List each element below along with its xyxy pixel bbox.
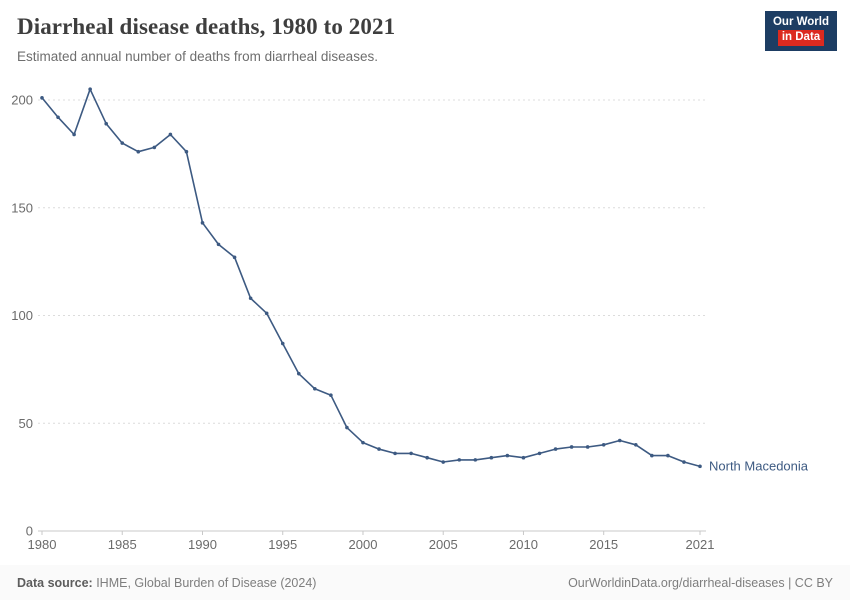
data-source-label: Data source:	[17, 575, 93, 590]
data-point[interactable]	[666, 453, 670, 458]
x-tick-label: 1990	[188, 537, 217, 552]
data-point[interactable]	[409, 451, 413, 456]
data-point[interactable]	[601, 443, 606, 447]
data-point[interactable]	[650, 453, 654, 458]
chart-footer: Data source: IHME, Global Burden of Dise…	[0, 565, 850, 600]
data-point[interactable]	[345, 425, 349, 430]
data-point[interactable]	[377, 447, 381, 451]
x-tick-label: 2000	[349, 537, 378, 552]
owid-logo[interactable]: Our World in Data	[765, 11, 837, 51]
data-source: Data source: IHME, Global Burden of Dise…	[17, 576, 316, 590]
series-line[interactable]	[41, 88, 701, 468]
data-point[interactable]	[280, 341, 285, 346]
x-tick-label: 2021	[686, 537, 715, 552]
data-point[interactable]	[553, 447, 558, 451]
data-point[interactable]	[184, 149, 189, 154]
data-point[interactable]	[505, 453, 510, 458]
x-tick-label: 2015	[589, 537, 618, 552]
data-point[interactable]	[585, 445, 590, 449]
data-point[interactable]	[425, 455, 429, 460]
chart-title: Diarrheal disease deaths, 1980 to 2021	[17, 14, 396, 39]
y-tick-label: 50	[19, 416, 33, 431]
x-tick-label: 1995	[268, 537, 297, 552]
data-point[interactable]	[296, 371, 301, 376]
data-point[interactable]	[72, 132, 76, 137]
chart-header: Diarrheal disease deaths, 1980 to 2021 E…	[0, 0, 850, 66]
data-point[interactable]	[248, 296, 253, 301]
data-point[interactable]	[393, 451, 397, 456]
data-source-text: IHME, Global Burden of Disease (2024)	[92, 575, 317, 590]
data-point[interactable]	[521, 455, 526, 460]
chart-subtitle: Estimated annual number of deaths from d…	[17, 49, 378, 65]
data-point[interactable]	[88, 87, 92, 92]
data-point[interactable]	[104, 121, 108, 126]
y-tick-label: 0	[26, 524, 33, 539]
entity-label[interactable]: North Macedonia	[709, 458, 809, 473]
data-point[interactable]	[40, 96, 44, 100]
data-point[interactable]	[120, 141, 125, 145]
data-point[interactable]	[698, 464, 702, 469]
x-tick-label: 2010	[509, 537, 538, 552]
data-point[interactable]	[441, 460, 446, 464]
data-point[interactable]	[329, 393, 333, 398]
data-point[interactable]	[682, 460, 686, 464]
data-point[interactable]	[361, 440, 365, 445]
data-point[interactable]	[634, 443, 638, 447]
y-tick-label: 150	[11, 200, 33, 215]
data-point[interactable]	[473, 458, 478, 462]
owid-logo-line1: Our World	[772, 16, 829, 29]
line-chart[interactable]: 0 50 100 150 200 1980 1985 1990 1995 2000 2005 2010…	[0, 80, 850, 562]
data-point[interactable]	[216, 242, 221, 247]
data-point[interactable]	[569, 445, 574, 449]
data-point[interactable]	[264, 311, 269, 316]
data-point[interactable]	[313, 386, 317, 391]
y-tick-label: 200	[11, 93, 33, 108]
data-point[interactable]	[200, 221, 205, 225]
data-point[interactable]	[232, 255, 237, 260]
data-point[interactable]	[617, 438, 622, 443]
data-point[interactable]	[537, 451, 542, 456]
x-tick-label: 1980	[28, 537, 57, 552]
data-point[interactable]	[152, 145, 157, 150]
x-tick-label: 1985	[108, 537, 137, 552]
owid-credit-link[interactable]: OurWorldinData.org/diarrheal-diseases | …	[568, 575, 833, 590]
data-point[interactable]	[489, 455, 494, 460]
data-point[interactable]	[168, 132, 173, 137]
x-tick-label: 2005	[429, 537, 458, 552]
data-point[interactable]	[136, 149, 141, 154]
data-point[interactable]	[56, 115, 60, 120]
owid-logo-line2: in Data	[777, 30, 825, 46]
y-tick-label: 100	[11, 308, 33, 323]
data-point[interactable]	[457, 458, 462, 462]
